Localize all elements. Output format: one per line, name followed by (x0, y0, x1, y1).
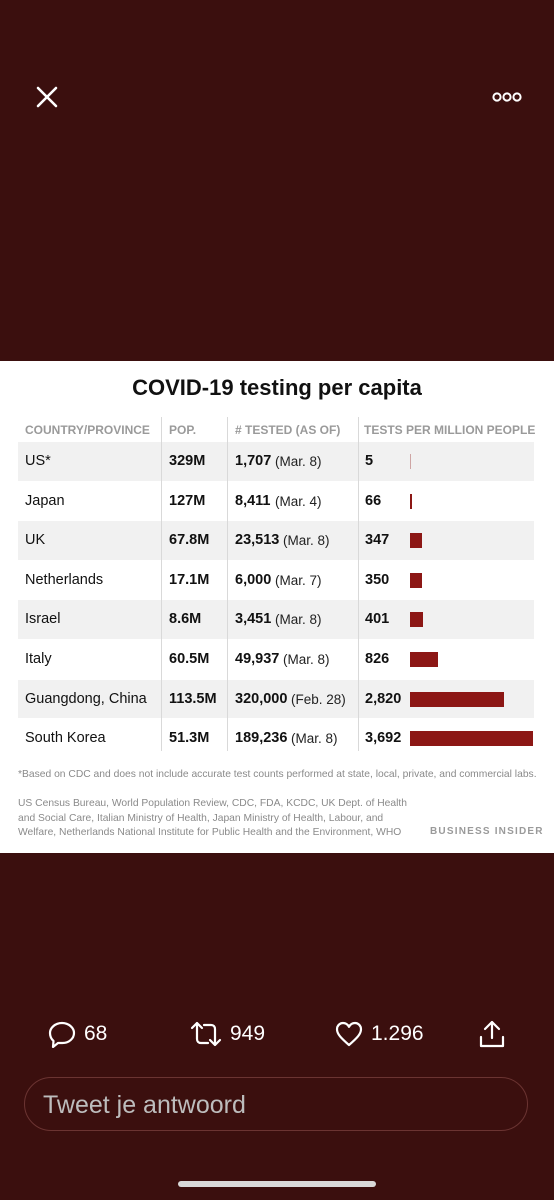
cell-pop: 113.5M (169, 690, 217, 707)
table-header: COUNTRY/PROVINCE POP. # TESTED (AS OF) T… (18, 417, 536, 441)
header-tested: # TESTED (AS OF) (235, 423, 341, 437)
cell-per-million: 66 (365, 492, 382, 509)
table-row: US* 329M 1,707 (Mar. 8) 5 (18, 441, 534, 481)
retweet-icon (190, 1021, 222, 1047)
cell-country: Netherlands (25, 571, 104, 588)
cell-pop: 17.1M (169, 571, 210, 588)
bar-mark (410, 493, 413, 509)
cell-date: (Mar. 7) (275, 572, 322, 588)
cell-tested: 3,451 (235, 611, 272, 628)
bar-mark (410, 612, 424, 628)
cell-country: Israel (25, 611, 61, 628)
tweet-actions: 68 949 1.296 (0, 1012, 554, 1060)
cell-date: (Mar. 8) (275, 612, 322, 628)
cell-per-million: 826 (365, 650, 390, 667)
chart-image: COVID-19 testing per capita COUNTRY/PROV… (0, 361, 554, 853)
cell-pop: 127M (169, 492, 206, 509)
cell-pop: 8.6M (169, 611, 202, 628)
column-divider (358, 417, 359, 751)
cell-pop: 60.5M (169, 650, 210, 667)
share-button[interactable] (478, 1012, 506, 1056)
cell-date: (Feb. 28) (291, 691, 346, 707)
retweet-button[interactable]: 949 (190, 1012, 265, 1056)
cell-date: (Mar. 4) (275, 493, 322, 509)
cell-date: (Mar. 8) (283, 651, 330, 667)
cell-per-million: 3,692 (365, 730, 402, 747)
cell-tested: 6,000 (235, 571, 272, 588)
sources: US Census Bureau, World Population Revie… (18, 798, 407, 838)
cell-pop: 67.8M (169, 532, 210, 549)
close-icon (36, 86, 58, 108)
cell-country: Guangdong, China (25, 690, 147, 707)
reply-input[interactable] (41, 1078, 515, 1132)
cell-tested: 189,236 (235, 730, 288, 747)
close-button[interactable] (30, 80, 64, 114)
header-country: COUNTRY/PROVINCE (25, 423, 150, 437)
bar-mark (410, 533, 422, 549)
table-row: South Korea 51.3M 189,236 (Mar. 8) 3,692 (18, 718, 534, 758)
table-row: Italy 60.5M 49,937 (Mar. 8) 826 (18, 638, 534, 679)
bar-mark (410, 731, 533, 747)
reply-icon (48, 1021, 76, 1048)
brand-logo: BUSINESS INSIDER (430, 826, 544, 837)
footnote: *Based on CDC and does not include accur… (18, 769, 537, 780)
cell-date: (Mar. 8) (275, 454, 322, 469)
header-pop: POP. (169, 423, 197, 437)
heart-icon (335, 1021, 363, 1047)
cell-pop: 329M (169, 453, 206, 469)
cell-country: Japan (25, 492, 65, 509)
table-body: US* 329M 1,707 (Mar. 8) 5 Japan 127M 8,411 (Mar.… (18, 441, 534, 758)
like-count: 1.296 (371, 1022, 424, 1045)
cell-country: Italy (25, 650, 52, 667)
cell-country: South Korea (25, 730, 106, 747)
chart-title: COVID-19 testing per capita (132, 375, 422, 400)
media-viewer-header (0, 0, 554, 200)
cell-per-million: 2,820 (365, 690, 402, 707)
home-indicator[interactable] (178, 1181, 376, 1187)
cell-country: US* (25, 453, 51, 469)
bar-mark (410, 454, 411, 469)
cell-date: (Mar. 8) (283, 533, 330, 549)
share-icon (479, 1020, 505, 1048)
more-options-button[interactable] (488, 86, 526, 108)
data-table: COUNTRY/PROVINCE POP. # TESTED (AS OF) T… (18, 417, 536, 758)
cell-tested: 23,513 (235, 532, 280, 549)
retweet-count: 949 (230, 1022, 266, 1045)
cell-per-million: 347 (365, 532, 390, 549)
cell-date: (Mar. 8) (291, 731, 338, 747)
cell-country: UK (25, 532, 46, 549)
cell-per-million: 350 (365, 571, 390, 588)
cell-per-million: 401 (365, 611, 390, 628)
cell-tested: 8,411 (235, 492, 271, 509)
table-row: UK 67.8M 23,513 (Mar. 8) 347 (18, 520, 534, 560)
reply-count: 68 (84, 1022, 108, 1045)
column-divider (227, 417, 228, 751)
cell-tested: 1,707 (235, 453, 272, 469)
reply-button[interactable]: 68 (48, 1012, 107, 1056)
bar-mark (410, 651, 438, 667)
table-row: Japan 127M 8,411 (Mar. 4) 66 (18, 480, 534, 521)
cell-tested: 320,000 (235, 690, 288, 707)
reply-composer[interactable] (24, 1077, 528, 1132)
column-divider (161, 417, 162, 751)
header-per-million: TESTS PER MILLION PEOPLE (364, 423, 536, 437)
table-row: Guangdong, China 113.5M 320,000 (Feb. 28) 2,… (18, 678, 534, 719)
cell-pop: 51.3M (169, 730, 210, 747)
bar-mark (410, 572, 422, 588)
cell-tested: 49,937 (235, 650, 280, 667)
more-icon (492, 92, 522, 102)
table-row: Israel 8.6M 3,451 (Mar. 8) 401 (18, 599, 534, 639)
bar-mark (410, 691, 504, 707)
cell-per-million: 5 (365, 453, 374, 469)
table-row: Netherlands 17.1M 6,000 (Mar. 7) 350 (18, 559, 534, 600)
like-button[interactable]: 1.296 (335, 1012, 424, 1056)
